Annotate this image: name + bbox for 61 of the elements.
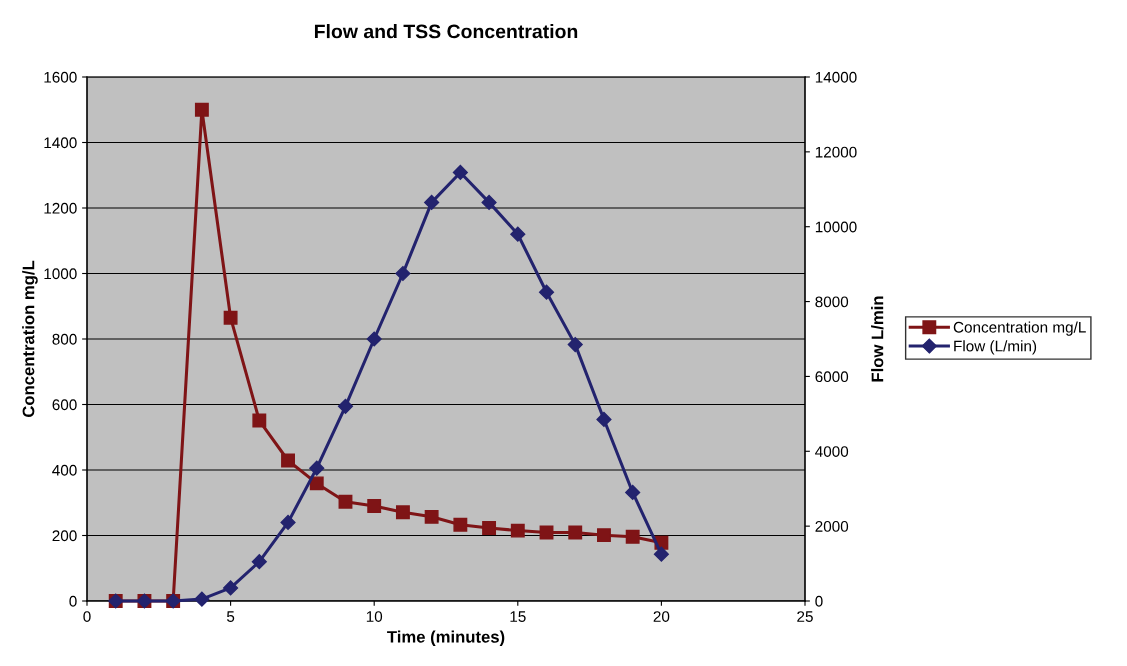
y-tick-label: 800 [52,333,77,345]
y2-tick-label: 4000 [815,446,849,457]
y-tick-label: 400 [52,464,77,476]
point [223,580,239,596]
point [597,528,611,543]
point [625,484,641,501]
y2-axis-title: Flow L/min [871,296,884,382]
y-axis-title: Concentration mg/L [22,260,38,418]
point [337,398,354,414]
point [367,499,382,513]
point [596,411,612,428]
y2-tick-label: 8000 [815,296,849,308]
x-tick-label: 0 [83,611,91,622]
x-tick-label: 5 [226,611,235,622]
point [653,546,669,562]
y2-tick-label: 10000 [815,221,857,233]
point [223,310,238,325]
point [309,460,325,476]
point [309,476,324,491]
point [194,102,209,117]
x-axis-title: Time (minutes) [387,630,505,647]
x-tick-label: 10 [366,611,383,622]
point [338,494,353,509]
y-tick-label: 1600 [44,71,77,83]
point [452,164,468,181]
x-tick-label: 15 [510,611,526,622]
point [567,337,583,353]
point [510,523,525,538]
y2-tick-label: 0 [815,595,823,607]
legend-label: Flow (L/min) [954,340,1037,355]
point [481,194,497,210]
y-tick-label: 1000 [44,268,77,280]
y-tick-label: 600 [52,399,77,411]
point [281,453,295,468]
point [510,226,526,242]
point [252,413,267,428]
point [395,265,411,282]
point [366,331,382,347]
y-tick-label: 1200 [44,202,77,214]
point [424,194,440,210]
y-tick-label: 200 [52,530,77,542]
y2-tick-label: 14000 [815,71,857,83]
point [424,509,439,524]
point [625,529,640,544]
point [568,525,583,540]
y2-tick-label: 6000 [815,371,849,383]
point [395,505,410,520]
x-tick-label: 20 [653,611,670,622]
y2-tick-label: 12000 [815,146,857,158]
chart-title: Flow and TSS Concentration [314,24,578,39]
point [194,591,210,607]
point [251,554,267,570]
point [538,284,555,300]
y2-tick-label: 2000 [815,521,849,532]
x-tick-label: 25 [797,611,813,622]
point [453,517,468,532]
legend-label: Concentration mg/L [953,321,1086,336]
y-tick-label: 0 [69,595,77,607]
y-tick-label: 1400 [44,137,77,149]
point [482,521,497,535]
point [280,514,296,530]
